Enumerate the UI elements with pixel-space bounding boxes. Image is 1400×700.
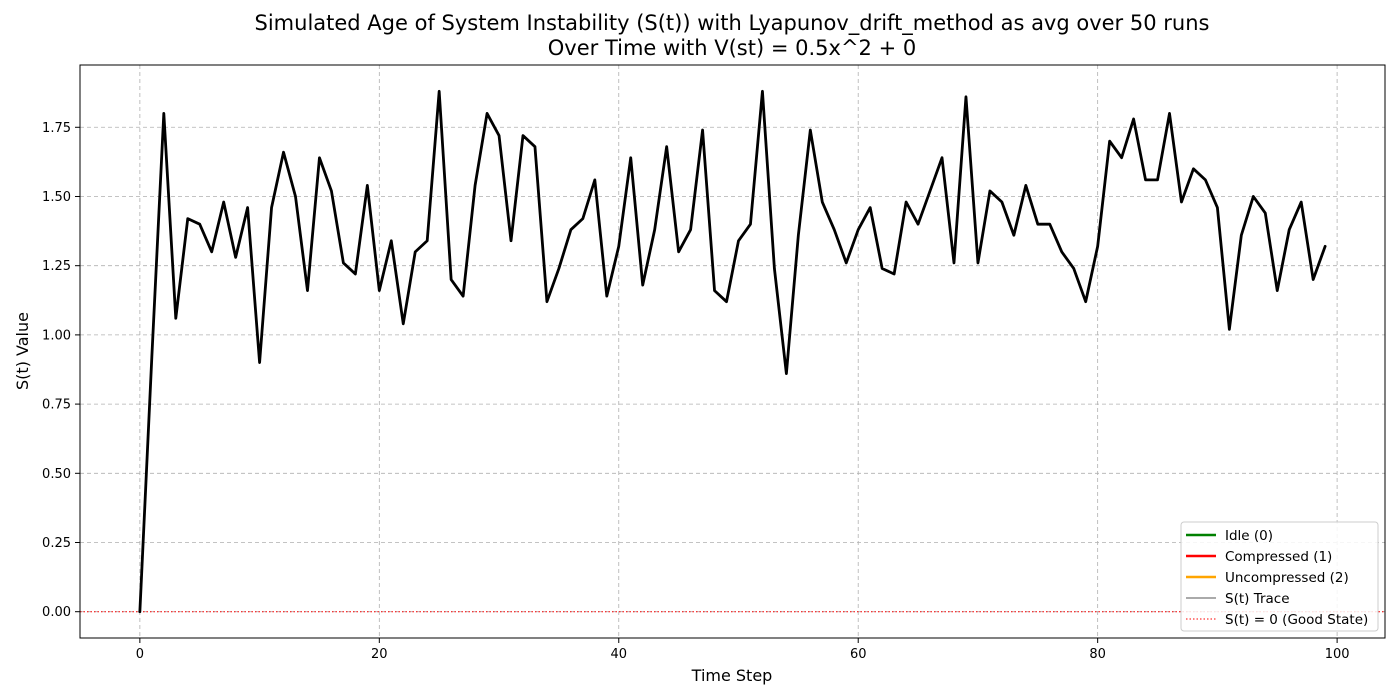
x-tick-label: 0 bbox=[136, 647, 144, 662]
legend: Idle (0) Compressed (1) Uncompressed (2) S(… bbox=[1180, 521, 1379, 632]
y-tick-label: 0.50 bbox=[42, 467, 71, 482]
legend-label: Compressed (1) bbox=[1225, 549, 1332, 565]
legend-label: S(t) = 0 (Good State) bbox=[1225, 612, 1368, 628]
y-axis-label: S(t) Value bbox=[13, 312, 32, 390]
x-tick-label: 80 bbox=[1089, 647, 1106, 662]
y-tick-label: 1.00 bbox=[42, 328, 71, 343]
chart-title-line2: Over Time with V(st) = 0.5x^2 + 0 bbox=[548, 36, 916, 60]
x-tick-label: 60 bbox=[850, 647, 867, 662]
x-tick-label: 100 bbox=[1325, 647, 1350, 662]
y-tick-label: 0.00 bbox=[42, 605, 71, 620]
y-tick-label: 1.75 bbox=[42, 121, 71, 136]
y-tick-label: 1.50 bbox=[42, 190, 71, 205]
y-tick-label: 0.75 bbox=[42, 398, 71, 413]
y-tick-label: 1.25 bbox=[42, 259, 71, 274]
legend-label: S(t) Trace bbox=[1225, 591, 1290, 607]
chart-title-line1: Simulated Age of System Instability (S(t… bbox=[255, 11, 1210, 36]
plot-area-frame bbox=[79, 64, 1386, 639]
x-tick-label: 20 bbox=[371, 647, 388, 662]
legend-box bbox=[1180, 521, 1379, 632]
series-line-0 bbox=[138, 89, 1327, 614]
legend-label: Uncompressed (2) bbox=[1225, 570, 1349, 586]
x-axis-label: Time Step bbox=[691, 666, 773, 685]
y-tick-label: 0.25 bbox=[42, 536, 71, 551]
legend-label: Idle (0) bbox=[1225, 528, 1273, 544]
x-tick-label: 40 bbox=[610, 647, 627, 662]
series-layer bbox=[138, 89, 1327, 614]
tick-layer: 0 20 40 60 80 100 0.00 0.25 0.50 0.75 1.00 1.25 1.50… bbox=[42, 121, 1349, 662]
